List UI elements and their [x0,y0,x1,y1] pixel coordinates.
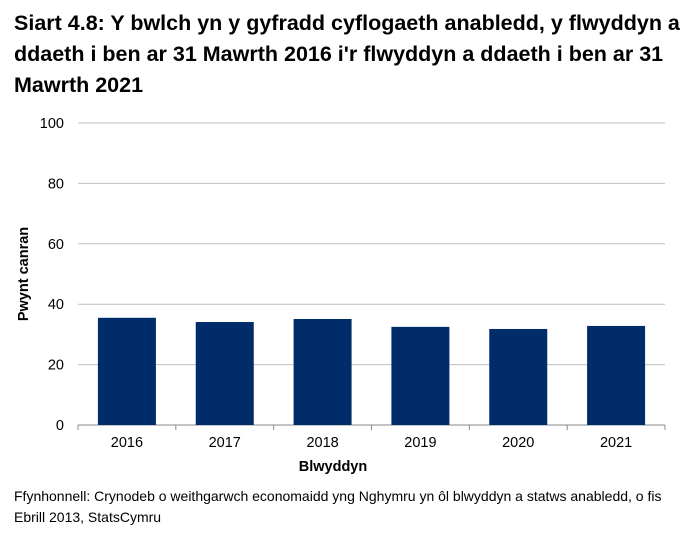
source-note: Ffynhonnell: Crynodeb o weithgarwch econ… [14,488,662,525]
bar-2021 [587,325,646,425]
x-tick-label: 2021 [600,435,632,451]
y-axis-label: Pwynt canran [16,227,32,321]
chart-title: Siart 4.8: Y bwlch yn y gyfradd cyflogae… [14,11,680,97]
x-tick-label: 2020 [502,435,534,451]
bar-2019 [391,326,450,425]
y-tick-label: 20 [48,358,64,374]
x-tick-label: 2018 [306,435,338,451]
bar-2016 [97,317,156,425]
x-tick-label: 2019 [404,435,436,451]
bar-2020 [489,328,548,425]
y-tick-label: 100 [40,116,64,132]
y-tick-label: 60 [48,237,64,253]
bar-2018 [293,318,352,425]
y-tick-label: 80 [48,176,64,192]
x-tick-label: 2016 [111,435,143,451]
x-tick-label: 2017 [209,435,241,451]
y-tick-label: 0 [56,418,64,434]
bar-2017 [195,322,254,425]
x-axis-label: Blwyddyn [299,459,367,475]
y-tick-label: 40 [48,297,64,313]
